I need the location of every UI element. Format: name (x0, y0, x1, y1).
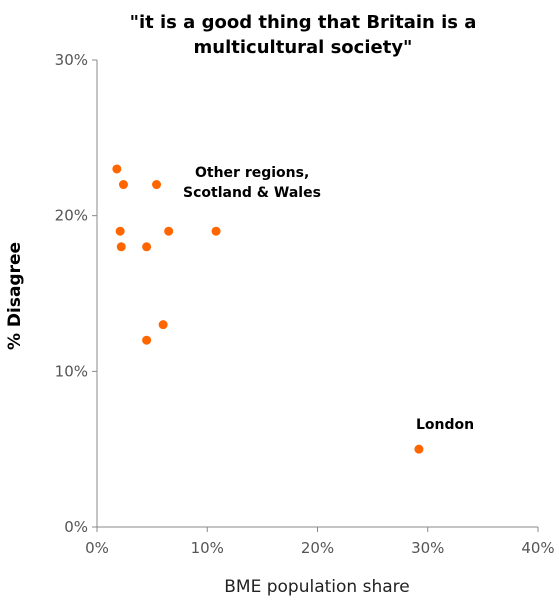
data-point (142, 335, 152, 345)
y-tick-label: 30% (55, 51, 88, 69)
data-point (152, 180, 162, 190)
annotation-other-regions-line-1: Other regions, (195, 165, 309, 181)
x-tick-label: 40% (521, 539, 554, 557)
data-point (112, 164, 122, 174)
y-tick-label: 10% (55, 362, 88, 380)
x-tick-label: 30% (411, 539, 444, 557)
data-point (142, 242, 152, 252)
data-point (164, 226, 174, 236)
data-point (414, 444, 424, 454)
data-point (158, 320, 168, 330)
x-axis-ticks: 0% 10% 20% 30% 40% (85, 527, 555, 557)
chart-title-line-1: "it is a good thing that Britain is a (130, 12, 477, 33)
x-tick-label: 0% (85, 539, 109, 557)
x-tick-label: 10% (191, 539, 224, 557)
data-point (118, 180, 128, 190)
y-tick-label: 20% (55, 207, 88, 225)
data-point (116, 242, 126, 252)
data-point (211, 226, 221, 236)
data-points (112, 164, 424, 454)
y-axis-label: % Disagree (5, 242, 25, 350)
x-axis-label: BME population share (224, 577, 409, 597)
y-axis-ticks: 0% 10% 20% 30% (55, 51, 97, 536)
chart-title-line-2: multicultural society" (194, 37, 413, 58)
annotation-other-regions-line-2: Scotland & Wales (183, 185, 321, 201)
annotation-london: London (416, 417, 474, 433)
x-tick-label: 20% (301, 539, 334, 557)
y-tick-label: 0% (64, 518, 88, 536)
data-point (115, 226, 125, 236)
